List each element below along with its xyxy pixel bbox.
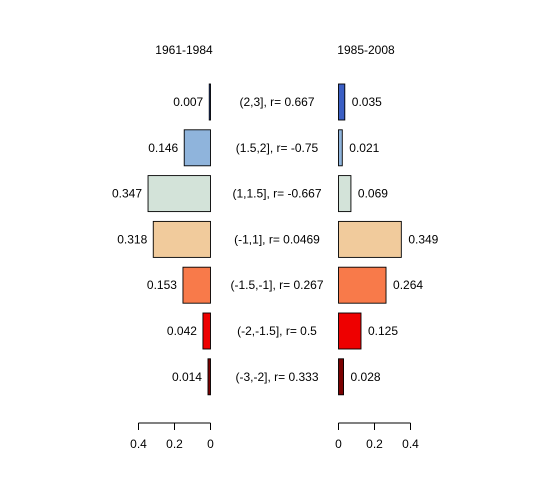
left-value-label: 0.347 [112,187,142,201]
right-bar [338,312,362,350]
left-axis-tick-label: 0.2 [166,437,183,451]
left-bar [182,266,211,304]
right-bar [338,266,387,304]
right-axis-tick-label: 0.2 [366,437,383,451]
left-bar [202,312,211,350]
right-axis-tick-label: 0 [335,437,342,451]
left-value-label: 0.042 [167,324,197,338]
left-value-label: 0.318 [117,232,147,246]
right-bar [338,175,352,213]
right-bar [338,129,343,167]
right-bar [338,83,346,121]
right-bar [338,220,402,258]
right-value-label: 0.028 [351,370,381,384]
right-value-label: 0.349 [408,232,438,246]
left-bar [207,358,211,396]
category-label: (-2,-1.5], r= 0.5 [237,324,317,338]
right-value-label: 0.035 [352,95,382,109]
right-bar [338,358,344,396]
category-label: (2,3], r= 0.667 [239,95,314,109]
left-bar [183,129,211,167]
left-bar [147,175,211,213]
category-label: (1.5,2], r= -0.75 [236,141,319,155]
left-value-label: 0.014 [172,370,202,384]
axes-group: 0.4 0.2 0 0 0.2 0.4 [130,422,419,451]
right-value-label: 0.264 [393,278,423,292]
right-panel-title: 1985-2008 [337,43,395,57]
category-label: (-1.5,-1], r= 0.267 [230,278,323,292]
left-value-label: 0.153 [147,278,177,292]
right-value-label: 0.021 [349,141,379,155]
bars-group: 0.007 0.035 (2,3], r= 0.667 0.146 0.021 (1.5,… [112,83,439,396]
category-label: (1,1.5], r= -0.667 [232,187,321,201]
left-panel-title: 1961-1984 [155,43,213,57]
left-bar [208,83,211,121]
right-axis-tick-label: 0.4 [402,437,419,451]
left-axis-tick-label: 0 [207,437,214,451]
left-bar [152,220,211,258]
category-label: (-1,1], r= 0.0469 [234,232,320,246]
left-axis-tick-label: 0.4 [130,437,147,451]
right-value-label: 0.125 [368,324,398,338]
category-label: (-3,-2], r= 0.333 [235,370,318,384]
left-value-label: 0.007 [173,95,203,109]
right-value-label: 0.069 [358,187,388,201]
left-value-label: 0.146 [148,141,178,155]
